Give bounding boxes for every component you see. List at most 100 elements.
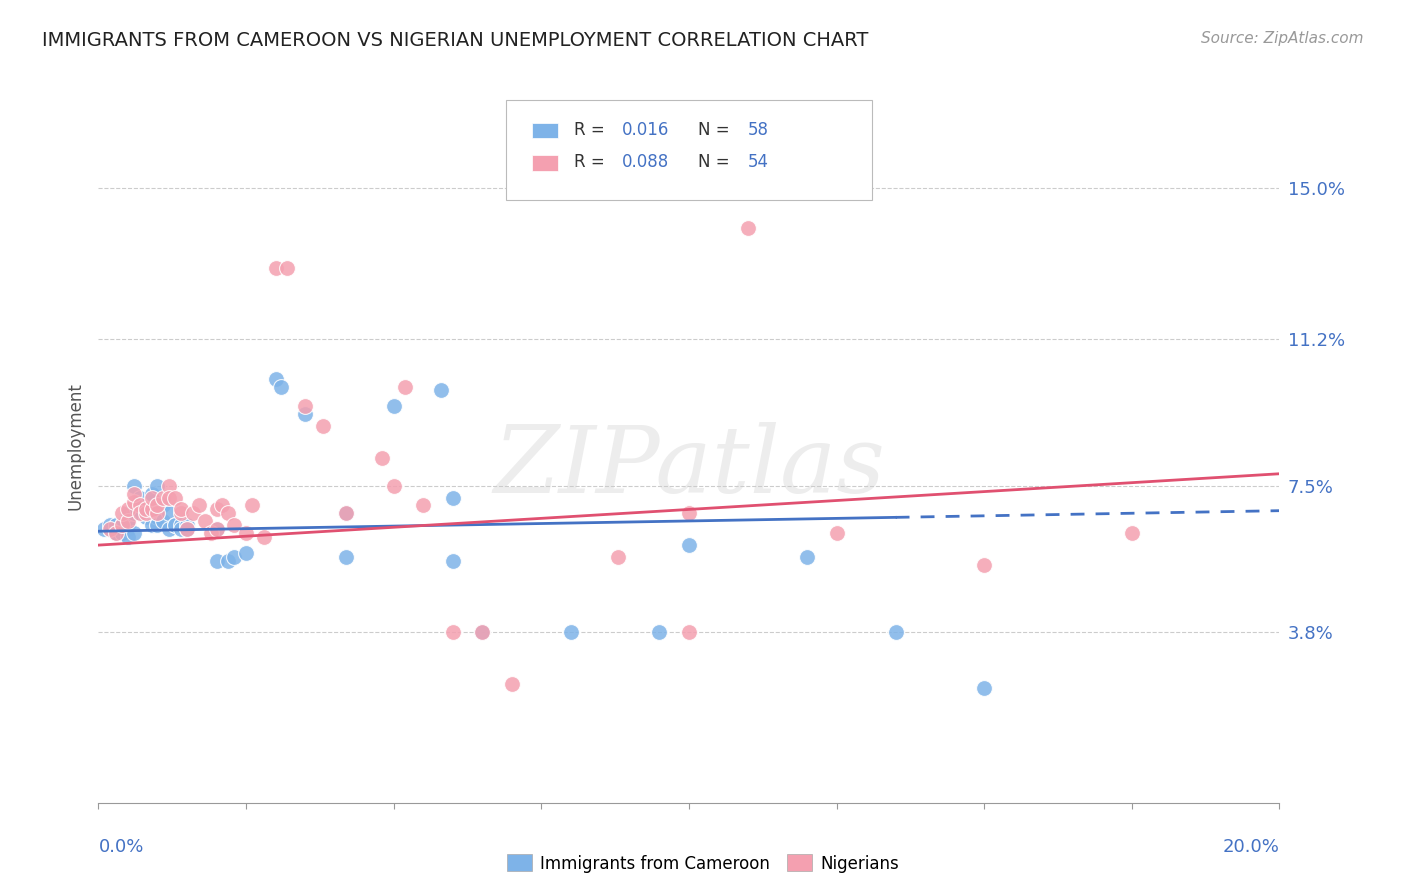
Point <box>678 507 700 521</box>
Point <box>111 507 134 521</box>
Text: 54: 54 <box>748 153 769 171</box>
Point <box>796 549 818 564</box>
Point <box>270 379 292 393</box>
Point <box>93 522 115 536</box>
Point <box>141 486 163 500</box>
Point <box>181 507 204 521</box>
Point <box>122 478 145 492</box>
Point <box>105 518 128 533</box>
Point <box>335 549 357 564</box>
Point <box>141 518 163 533</box>
Point <box>441 625 464 640</box>
Y-axis label: Unemployment: Unemployment <box>66 382 84 510</box>
Point <box>441 491 464 505</box>
Point <box>371 450 394 465</box>
Point <box>501 677 523 691</box>
Point <box>152 499 174 513</box>
Point <box>117 514 139 528</box>
Point <box>146 510 169 524</box>
Point <box>441 554 464 568</box>
Point <box>105 526 128 541</box>
Point <box>141 502 163 516</box>
Point <box>205 554 228 568</box>
Point <box>187 499 209 513</box>
Point <box>146 499 169 513</box>
Point <box>678 625 700 640</box>
FancyBboxPatch shape <box>531 123 558 138</box>
Text: 20.0%: 20.0% <box>1223 838 1279 856</box>
Point <box>430 384 453 398</box>
Point <box>135 510 157 524</box>
Point <box>105 526 128 541</box>
Point <box>200 526 222 541</box>
Point <box>294 400 316 414</box>
Point <box>1121 526 1143 541</box>
FancyBboxPatch shape <box>531 155 558 170</box>
Text: Source: ZipAtlas.com: Source: ZipAtlas.com <box>1201 31 1364 46</box>
Point <box>165 491 187 505</box>
Point <box>224 518 246 533</box>
Point <box>264 371 287 385</box>
Point <box>884 625 907 640</box>
Point <box>141 494 163 508</box>
Point <box>170 507 193 521</box>
Point <box>382 400 405 414</box>
Point <box>117 502 139 516</box>
Point <box>128 507 150 521</box>
Text: N =: N = <box>699 153 735 171</box>
Point <box>98 522 121 536</box>
Point <box>157 522 180 536</box>
Point <box>312 419 335 434</box>
Point <box>973 681 995 695</box>
Point <box>152 514 174 528</box>
Point <box>128 499 150 513</box>
FancyBboxPatch shape <box>506 100 872 200</box>
Point <box>412 499 434 513</box>
Point <box>165 518 187 533</box>
Text: ZIPatlas: ZIPatlas <box>494 423 884 512</box>
Point <box>146 518 169 533</box>
Text: 0.016: 0.016 <box>621 121 669 139</box>
Point <box>825 526 848 541</box>
Point <box>146 478 169 492</box>
Point <box>235 526 257 541</box>
Text: R =: R = <box>575 153 610 171</box>
Point <box>194 514 217 528</box>
Point <box>176 522 198 536</box>
Point <box>560 625 582 640</box>
Point <box>165 518 187 533</box>
Point <box>648 625 671 640</box>
Point <box>240 499 263 513</box>
Point <box>335 507 357 521</box>
Point <box>122 526 145 541</box>
Text: R =: R = <box>575 121 610 139</box>
Point <box>276 260 298 275</box>
Point <box>141 491 163 505</box>
Point <box>117 530 139 544</box>
Text: 0.0%: 0.0% <box>98 838 143 856</box>
Point <box>117 518 139 533</box>
Point <box>205 502 228 516</box>
Point <box>205 522 228 536</box>
Point <box>111 518 134 533</box>
Point <box>128 491 150 505</box>
Point <box>235 546 257 560</box>
Point <box>152 491 174 505</box>
Point <box>176 518 198 533</box>
Point <box>122 486 145 500</box>
Point <box>128 507 150 521</box>
Text: IMMIGRANTS FROM CAMEROON VS NIGERIAN UNEMPLOYMENT CORRELATION CHART: IMMIGRANTS FROM CAMEROON VS NIGERIAN UNE… <box>42 31 869 50</box>
Point <box>111 522 134 536</box>
Point <box>224 549 246 564</box>
Point <box>973 558 995 572</box>
Point <box>471 625 494 640</box>
Text: 0.088: 0.088 <box>621 153 669 171</box>
Point <box>471 625 494 640</box>
Point <box>335 507 357 521</box>
Point <box>135 502 157 516</box>
Text: 58: 58 <box>748 121 769 139</box>
Point <box>294 407 316 421</box>
Point <box>157 478 180 492</box>
Point <box>678 538 700 552</box>
Point <box>111 526 134 541</box>
